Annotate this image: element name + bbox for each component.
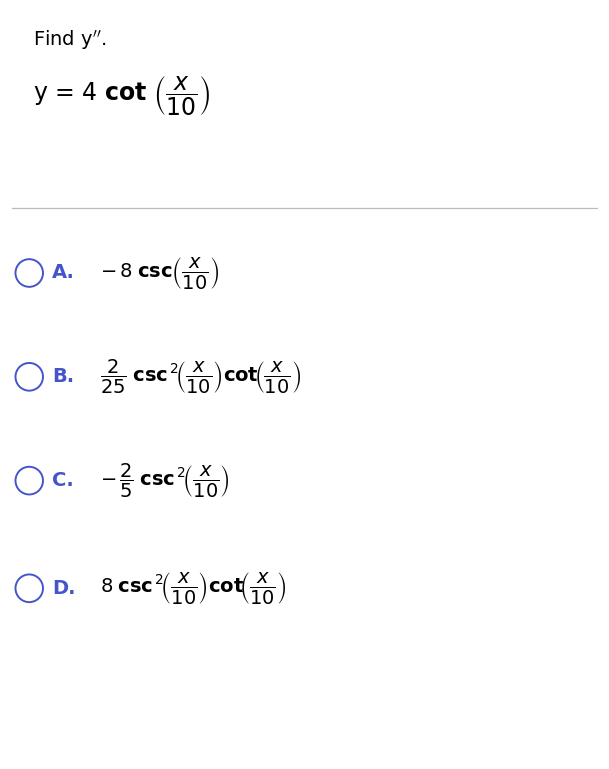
Text: $-\,\dfrac{2}{5}\;\mathbf{csc}^{\,2}\!\left(\dfrac{x}{10}\right)$: $-\,\dfrac{2}{5}\;\mathbf{csc}^{\,2}\!\l…: [100, 461, 230, 500]
Text: y = 4 $\mathbf{cot}$ $\left(\dfrac{x}{10}\right)$: y = 4 $\mathbf{cot}$ $\left(\dfrac{x}{10…: [33, 75, 211, 118]
Text: D.: D.: [52, 579, 76, 598]
Text: B.: B.: [52, 368, 74, 386]
Text: $\dfrac{2}{25}\;\mathbf{csc}^{\,2}\!\left(\dfrac{x}{10}\right)\mathbf{cot}\!\lef: $\dfrac{2}{25}\;\mathbf{csc}^{\,2}\!\lef…: [100, 358, 301, 396]
Text: C.: C.: [52, 471, 74, 490]
Text: $8\;\mathbf{csc}^{\,2}\!\left(\dfrac{x}{10}\right)\mathbf{cot}\!\left(\dfrac{x}{: $8\;\mathbf{csc}^{\,2}\!\left(\dfrac{x}{…: [100, 571, 287, 606]
Text: A.: A.: [52, 264, 75, 282]
Text: Find y$''$.: Find y$''$.: [33, 28, 107, 52]
Text: $-\,8\;\mathbf{csc}\left(\dfrac{x}{10}\right)$: $-\,8\;\mathbf{csc}\left(\dfrac{x}{10}\r…: [100, 255, 219, 291]
